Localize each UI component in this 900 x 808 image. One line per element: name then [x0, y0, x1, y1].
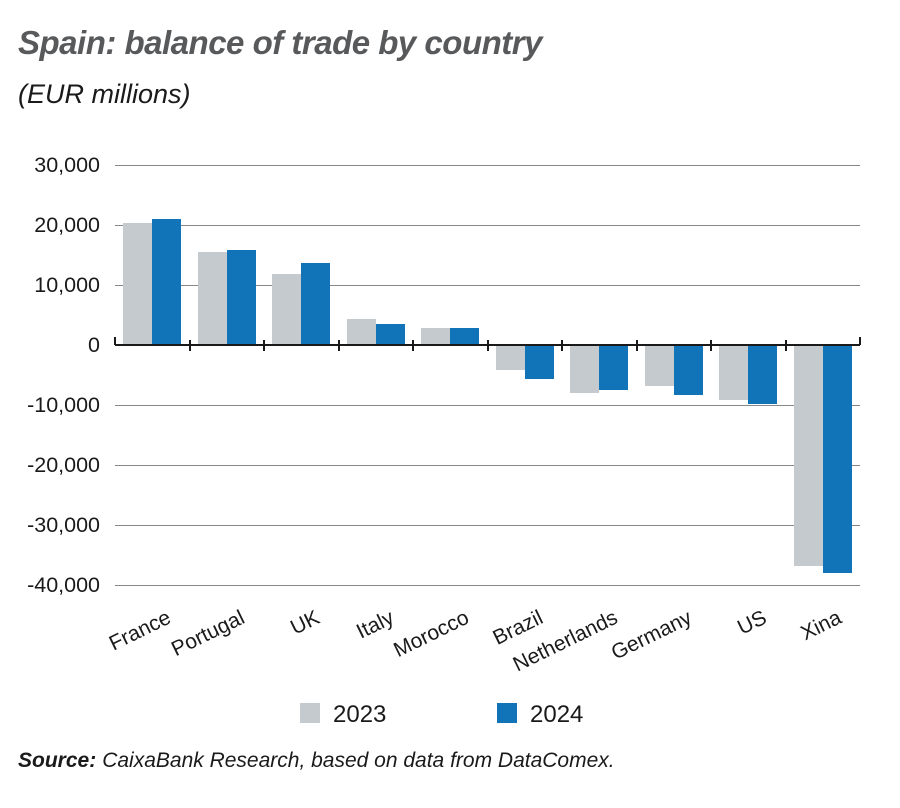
bar-2024-uk: [301, 263, 331, 345]
gridline-20,000: [115, 225, 860, 226]
y-axis-label--20,000: -20,000: [27, 453, 100, 477]
bar-2023-france: [123, 222, 153, 345]
x-axis-tick: [635, 340, 638, 351]
y-axis-label-20,000: 20,000: [34, 213, 100, 237]
x-axis-tick: [188, 340, 191, 351]
bar-2024-brazil: [524, 345, 554, 379]
legend-swatch-2024: [497, 703, 517, 723]
bar-2024-portugal: [226, 249, 256, 345]
x-axis-label-morocco: Morocco: [389, 606, 473, 662]
x-axis-label-uk: UK: [286, 606, 324, 640]
bar-2024-us: [748, 345, 778, 404]
legend-label-2024: 2024: [530, 701, 584, 728]
bar-2024-xina: [822, 345, 852, 573]
chart-title: Spain: balance of trade by country: [18, 24, 542, 61]
y-axis-label--40,000: -40,000: [27, 573, 100, 597]
bar-2023-uk: [272, 274, 302, 345]
x-axis-tick: [263, 340, 265, 351]
x-axis-label-germany: Germany: [608, 606, 696, 665]
gridline-30,000: [115, 165, 860, 166]
gridline--40,000: [115, 585, 860, 586]
x-axis-label-italy: Italy: [353, 606, 398, 644]
bar-2024-germany: [673, 345, 703, 396]
gridline--30,000: [115, 525, 860, 526]
y-axis-label--30,000: -30,000: [27, 513, 100, 537]
bar-2023-brazil: [495, 345, 525, 370]
bar-2023-morocco: [421, 327, 451, 345]
x-axis-tick: [412, 340, 414, 351]
y-axis-label-30,000: 30,000: [34, 153, 100, 177]
gridline--10,000: [115, 405, 860, 406]
x-axis-tick: [710, 340, 712, 351]
bar-2023-us: [719, 345, 749, 401]
bar-2023-germany: [644, 345, 674, 387]
bar-2024-netherlands: [599, 345, 629, 390]
x-axis-tick: [784, 340, 787, 351]
gridline-10,000: [115, 285, 860, 286]
y-axis-label-10,000: 10,000: [34, 273, 100, 297]
x-axis-tick: [337, 340, 340, 351]
bar-2024-morocco: [450, 328, 480, 345]
source-text: CaixaBank Research, based on data from D…: [102, 749, 615, 772]
gridline--20,000: [115, 465, 860, 466]
legend-label-2023: 2023: [333, 701, 387, 728]
source-label: Source:: [18, 749, 97, 772]
legend-swatch-2023: [300, 703, 320, 723]
x-axis-tick: [114, 337, 116, 345]
x-axis-label-france: France: [105, 606, 175, 656]
bar-2024-france: [152, 219, 182, 345]
chart-subtitle: (EUR millions): [18, 79, 191, 109]
x-axis-tick: [561, 340, 563, 351]
x-axis-tick: [859, 337, 861, 345]
x-axis-label-us: US: [733, 606, 771, 640]
bar-2024-italy: [375, 324, 405, 345]
x-axis-label-portugal: Portugal: [168, 606, 249, 661]
x-axis-label-xina: Xina: [796, 606, 845, 646]
bar-2023-portugal: [197, 252, 227, 345]
y-axis-label--10,000: -10,000: [27, 393, 100, 417]
source-line: Source: CaixaBank Research, based on data…: [18, 749, 615, 773]
y-axis-label-0: 0: [88, 333, 100, 357]
bar-2023-netherlands: [570, 345, 600, 393]
bar-2023-italy: [346, 318, 376, 345]
x-axis-tick: [486, 340, 489, 351]
bar-2023-xina: [793, 345, 823, 566]
